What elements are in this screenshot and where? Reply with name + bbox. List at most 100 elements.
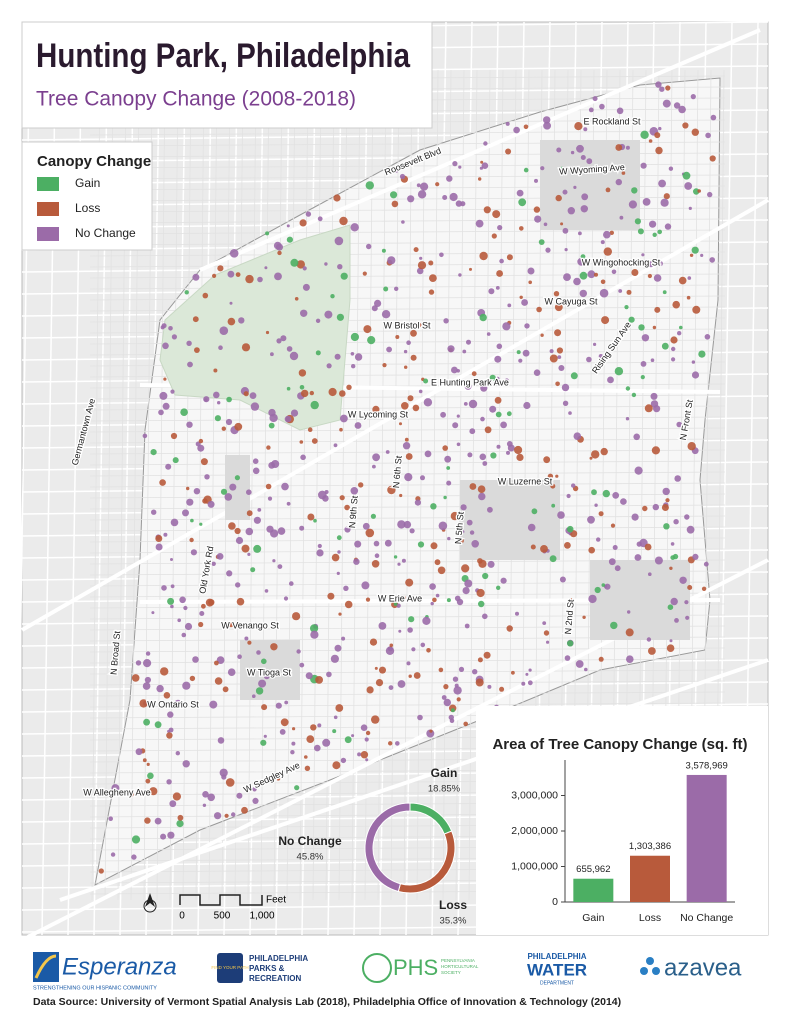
canopy-patch [678,276,687,285]
canopy-patch [671,346,676,352]
canopy-patch [299,525,305,531]
canopy-patch [280,335,287,342]
canopy-patch [674,618,679,623]
canopy-patch [648,647,656,655]
canopy-patch [439,252,444,258]
canopy-patch [573,185,577,189]
canopy-patch [131,674,140,682]
canopy-patch [559,166,565,171]
canopy-patch [507,444,515,452]
canopy-patch [168,326,173,331]
canopy-patch [192,316,199,323]
canopy-patch [438,521,448,531]
y-tick-label: 0 [552,896,558,908]
canopy-patch [506,411,512,417]
canopy-patch [591,450,600,459]
canopy-patch [543,116,551,124]
canopy-patch [301,389,309,398]
canopy-patch [435,182,440,187]
canopy-patch [414,499,421,506]
block-street [89,427,726,433]
phs-line: HORTICULTURAL [441,964,479,969]
canopy-patch [165,463,172,470]
canopy-patch [437,566,446,575]
canopy-patch [151,509,157,515]
canopy-patch [496,343,503,350]
canopy-patch [364,737,369,742]
canopy-patch [317,543,322,549]
legend-label: No Change [75,226,136,240]
canopy-patch [315,676,323,684]
canopy-patch [226,570,233,577]
canopy-patch [403,349,408,354]
canopy-patch [406,340,411,346]
canopy-patch [631,392,637,398]
canopy-patch [202,803,207,807]
canopy-patch [202,791,209,798]
scale-bar: 0 500 1,000 Feet [143,893,286,922]
canopy-patch [620,498,627,505]
canopy-patch [169,800,177,808]
canopy-patch [186,486,190,491]
canopy-patch [241,544,250,553]
canopy-patch [170,584,175,589]
canopy-patch [598,656,604,662]
canopy-patch [280,718,289,727]
canopy-patch [214,660,219,666]
canopy-patch [142,682,151,690]
canopy-patch [387,646,393,652]
canopy-patch [553,291,560,297]
canopy-patch [707,191,713,198]
canopy-patch [143,718,151,726]
canopy-patch [235,582,241,588]
canopy-patch [340,414,348,423]
canopy-patch [527,267,535,275]
bar [686,774,727,902]
canopy-patch [220,488,228,495]
canopy-patch [592,96,598,102]
canopy-patch [464,382,472,390]
canopy-patch [277,564,283,569]
canopy-patch [466,519,473,526]
canopy-patch [522,349,530,357]
canopy-patch [594,272,598,277]
canopy-patch [214,812,222,820]
canopy-patch [365,597,371,602]
canopy-patch [516,189,524,197]
canopy-patch [245,527,254,536]
canopy-patch [235,272,241,277]
scale-line [179,894,263,906]
canopy-patch [218,345,223,351]
canopy-patch [373,540,380,547]
canopy-patch [625,417,630,421]
canopy-patch [399,422,402,426]
legend-swatch [37,177,59,191]
canopy-patch [524,323,530,329]
canopy-patch [170,518,179,527]
canopy-patch [339,390,346,397]
canopy-patch [314,744,321,752]
canopy-patch [625,628,634,637]
canopy-patch [163,377,167,381]
canopy-patch [407,395,414,402]
canopy-patch [339,216,348,226]
canopy-patch [299,662,305,668]
canopy-patch [483,141,488,146]
canopy-patch [310,624,319,633]
street-label: N 9th St [347,495,360,529]
bar-value-label: 655,962 [576,864,610,875]
canopy-patch [650,392,658,400]
canopy-patch [389,643,394,648]
canopy-patch [540,333,544,337]
canopy-patch [560,222,564,226]
canopy-patch [310,400,319,410]
canopy-patch [394,286,399,291]
data-source: Data Source: University of Vermont Spati… [33,996,621,1008]
canopy-patch [189,675,196,682]
canopy-patch [556,147,562,153]
canopy-patch [588,546,595,554]
canopy-patch [570,150,575,155]
canopy-patch [543,456,551,464]
canopy-patch [286,386,291,391]
